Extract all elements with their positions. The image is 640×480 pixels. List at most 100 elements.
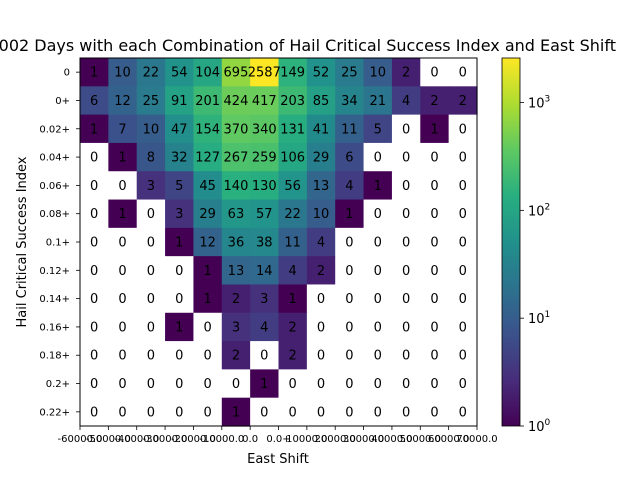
cell-value-label: 695 xyxy=(224,66,249,81)
heatmap-cell xyxy=(278,312,308,342)
cell-value-label: 0 xyxy=(317,292,325,307)
heatmap-cell xyxy=(420,397,450,427)
heatmap-cell xyxy=(306,114,336,144)
cell-value-label: 0 xyxy=(118,236,126,251)
heatmap-cell xyxy=(306,369,336,399)
heatmap-cell xyxy=(335,341,365,370)
heatmap-cell xyxy=(193,86,223,116)
heatmap-cell xyxy=(193,199,223,229)
heatmap-cell xyxy=(448,284,478,314)
heatmap-cell xyxy=(221,341,251,370)
cell-value-label: 0 xyxy=(90,207,98,222)
colorbar-tick-label: 102 xyxy=(528,202,550,219)
cell-value-label: 0 xyxy=(374,377,382,392)
cell-value-label: 11 xyxy=(341,122,358,137)
heatmap-cell xyxy=(448,86,478,116)
heatmap-cell xyxy=(80,397,109,427)
heatmap-cell xyxy=(391,86,421,116)
cell-value-label: 56 xyxy=(284,179,301,194)
cell-value-label: 3 xyxy=(175,207,183,222)
cell-value-label: 0 xyxy=(118,349,126,364)
heatmap-cell xyxy=(80,341,109,370)
y-tick-label: 0.1+ xyxy=(46,238,70,249)
heatmap-cell xyxy=(306,58,336,87)
heatmap-cell xyxy=(165,199,195,229)
cell-value-label: 1 xyxy=(118,151,126,166)
cell-value-label: 154 xyxy=(195,122,220,137)
cell-value-label: 4 xyxy=(260,320,268,335)
heatmap-cell xyxy=(335,284,365,314)
heatmap-cell xyxy=(335,312,365,342)
heatmap-cell xyxy=(108,397,138,427)
cell-value-label: 0 xyxy=(317,349,325,364)
cell-value-label: 0 xyxy=(459,151,467,166)
cell-value-label: 0 xyxy=(374,264,382,279)
cell-value-label: 0 xyxy=(90,264,98,279)
heatmap-cell xyxy=(420,369,450,399)
cell-value-label: 0 xyxy=(459,207,467,222)
heatmap-cell xyxy=(335,86,365,116)
heatmap-cell xyxy=(278,114,308,144)
cell-value-label: 21 xyxy=(369,94,386,109)
cell-value-label: 10 xyxy=(143,122,160,137)
cell-value-label: 0 xyxy=(147,349,155,364)
cell-value-label: 104 xyxy=(195,66,220,81)
cell-value-label: 0 xyxy=(203,377,211,392)
heatmap-cell xyxy=(278,341,308,370)
cell-value-label: 10 xyxy=(369,66,386,81)
heatmap-cell xyxy=(448,397,478,427)
cell-value-label: 0 xyxy=(459,66,467,81)
heatmap-cell xyxy=(391,397,421,427)
cell-value-label: 3 xyxy=(232,320,240,335)
colorbar-tick-label: 103 xyxy=(528,95,550,112)
heatmap-cell xyxy=(448,256,478,286)
cell-value-label: 0 xyxy=(402,236,410,251)
x-tick-label: 10000.0 xyxy=(286,434,327,445)
cell-value-label: 6 xyxy=(345,151,353,166)
cell-value-label: 203 xyxy=(280,94,305,109)
heatmap-cell xyxy=(363,142,393,172)
heatmap-cell xyxy=(80,227,109,257)
x-axis-ticks: -60000.0-50000.0-40000.0-30000.0-20000.0… xyxy=(58,426,498,445)
cell-value-label: 0 xyxy=(402,349,410,364)
x-tick-label: -30000.0 xyxy=(143,434,188,445)
cell-value-label: 1 xyxy=(90,122,98,137)
heatmap-cell xyxy=(250,142,280,172)
cell-value-label: 0 xyxy=(317,405,325,420)
cell-value-label: 149 xyxy=(280,66,305,81)
heatmap-cell xyxy=(363,312,393,342)
heatmap-cell xyxy=(335,199,365,229)
cell-value-label: 0 xyxy=(90,292,98,307)
heatmap-cell xyxy=(306,227,336,257)
heatmap-cell xyxy=(448,369,478,399)
cell-value-label: 2 xyxy=(430,94,438,109)
x-tick-label: 30000.0 xyxy=(343,434,384,445)
cell-value-label: 0 xyxy=(147,264,155,279)
cell-value-label: 0 xyxy=(430,207,438,222)
heatmap-cell xyxy=(391,199,421,229)
heatmap-cell xyxy=(448,227,478,257)
x-tick-label: 0.0+ xyxy=(266,434,290,445)
cell-value-label: 0 xyxy=(147,292,155,307)
cell-value-label: 0 xyxy=(90,377,98,392)
heatmap-cell xyxy=(136,58,166,87)
heatmap-cell xyxy=(420,86,450,116)
heatmap-cell xyxy=(420,142,450,172)
heatmap-cell xyxy=(136,397,166,427)
cell-value-label: 36 xyxy=(228,236,245,251)
heatmap-cell xyxy=(448,58,478,87)
heatmap-cell xyxy=(420,171,450,201)
cell-value-label: 2 xyxy=(232,349,240,364)
heatmap-cell xyxy=(193,58,223,87)
cell-value-label: 0 xyxy=(90,405,98,420)
heatmap-cell xyxy=(420,284,450,314)
cell-value-label: 0 xyxy=(289,405,297,420)
y-tick-label: 0.02+ xyxy=(39,124,70,135)
heatmap-cell xyxy=(391,171,421,201)
cell-value-label: 10 xyxy=(313,207,330,222)
cell-value-label: 130 xyxy=(252,179,277,194)
heatmap-cell xyxy=(221,312,251,342)
heatmap-cell xyxy=(250,369,280,399)
x-tick-label: 70000.0 xyxy=(456,434,497,445)
heatmap-cell xyxy=(420,341,450,370)
